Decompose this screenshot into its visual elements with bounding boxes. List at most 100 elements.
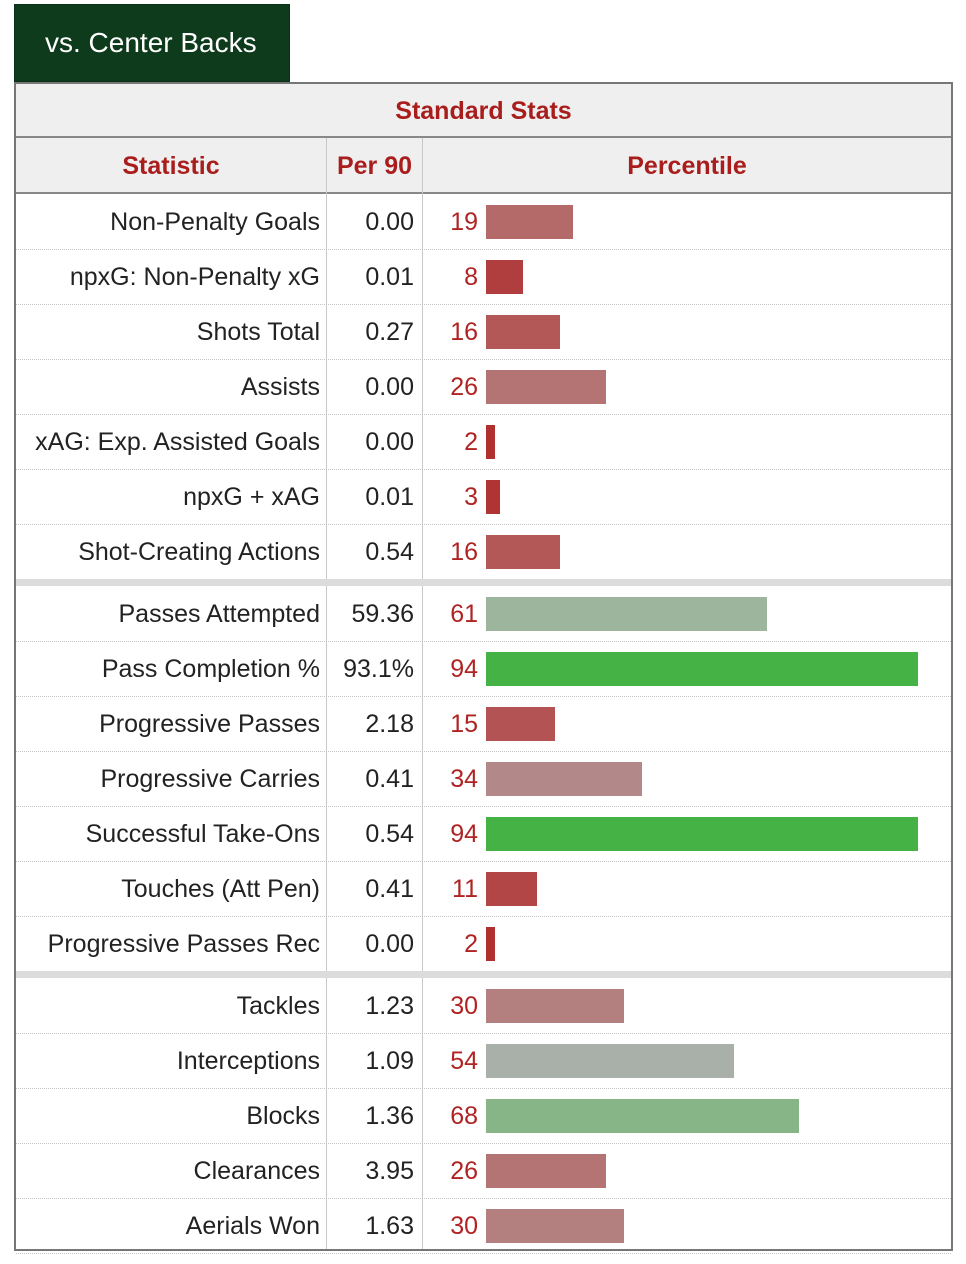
statistic-label: Successful Take-Ons — [85, 820, 320, 848]
statistic-label: Aerials Won — [185, 1212, 320, 1240]
tab-vs-center-backs[interactable]: vs. Center Backs — [14, 4, 290, 82]
statistic-label: Progressive Passes Rec — [47, 930, 320, 958]
per90-value: 0.00 — [365, 930, 414, 958]
table-row: Touches (Att Pen) 0.41 11 — [16, 862, 951, 917]
column-divider — [326, 138, 327, 1249]
table-row: Clearances 3.95 26 — [16, 1144, 951, 1199]
percentile-bar — [486, 315, 560, 349]
statistic-label: npxG + xAG — [183, 483, 320, 511]
stats-table: Standard Stats Statistic Per 90 Percenti… — [14, 82, 953, 1254]
table-row: xAG: Exp. Assisted Goals 0.00 2 — [16, 415, 951, 470]
statistic-label: npxG: Non-Penalty xG — [69, 263, 320, 291]
column-header-statistic: Statistic — [122, 152, 220, 180]
per90-value: 0.00 — [365, 208, 414, 236]
percentile-bar — [486, 1154, 606, 1188]
percentile-label: 94 — [450, 820, 478, 848]
percentile-bar — [486, 260, 523, 294]
table-row: Assists 0.00 26 — [16, 360, 951, 415]
percentile-label: 61 — [450, 600, 478, 628]
table-row: Successful Take-Ons 0.54 94 — [16, 807, 951, 862]
statistic-label: Shots Total — [196, 318, 320, 346]
per90-value: 59.36 — [351, 600, 414, 628]
statistic-label: Shot-Creating Actions — [78, 538, 320, 566]
percentile-label: 3 — [464, 483, 478, 511]
statistic-label: Assists — [240, 373, 320, 401]
percentile-bar — [486, 597, 767, 631]
percentile-label: 8 — [464, 263, 478, 291]
table-row: Tackles 1.23 30 — [16, 979, 951, 1034]
per90-value: 93.1% — [343, 655, 414, 683]
column-divider — [422, 138, 423, 1249]
statistic-label: Clearances — [193, 1157, 320, 1185]
statistic-label: Touches (Att Pen) — [121, 875, 320, 903]
table-row: npxG + xAG 0.01 3 — [16, 470, 951, 525]
percentile-label: 34 — [450, 765, 478, 793]
percentile-label: 2 — [464, 428, 478, 456]
percentile-label: 94 — [450, 655, 478, 683]
statistic-label: Progressive Carries — [100, 765, 320, 793]
percentile-bar — [486, 707, 555, 741]
table-row: Interceptions 1.09 54 — [16, 1034, 951, 1089]
percentile-bar — [486, 817, 918, 851]
percentile-bar — [486, 652, 918, 686]
table-row: Blocks 1.36 68 — [16, 1089, 951, 1144]
per90-value: 1.63 — [365, 1212, 414, 1240]
percentile-label: 2 — [464, 930, 478, 958]
per90-value: 0.00 — [365, 428, 414, 456]
per90-value: 0.41 — [365, 875, 414, 903]
table-row: Progressive Passes 2.18 15 — [16, 697, 951, 752]
table-title: Standard Stats — [16, 84, 951, 138]
table-row: Passes Attempted 59.36 61 — [16, 587, 951, 642]
statistic-label: Progressive Passes — [99, 710, 320, 738]
percentile-bar — [486, 927, 495, 961]
percentile-bar — [486, 425, 495, 459]
table-row: Aerials Won 1.63 30 — [16, 1199, 951, 1254]
percentile-bar — [486, 480, 500, 514]
per90-value: 2.18 — [365, 710, 414, 738]
percentile-label: 26 — [450, 1157, 478, 1185]
statistic-label: xAG: Exp. Assisted Goals — [35, 428, 320, 456]
percentile-bar — [486, 1099, 799, 1133]
column-header-percentile: Percentile — [627, 152, 747, 180]
per90-value: 0.01 — [365, 263, 414, 291]
percentile-label: 16 — [450, 318, 478, 346]
percentile-label: 16 — [450, 538, 478, 566]
percentile-bar — [486, 1209, 624, 1243]
per90-value: 0.54 — [365, 820, 414, 848]
percentile-label: 54 — [450, 1047, 478, 1075]
percentile-bar — [486, 1044, 734, 1078]
percentile-label: 30 — [450, 992, 478, 1020]
per90-value: 1.09 — [365, 1047, 414, 1075]
column-header-row: Statistic Per 90 Percentile — [16, 138, 951, 194]
table-row: Progressive Passes Rec 0.00 2 — [16, 917, 951, 972]
table-row: Progressive Carries 0.41 34 — [16, 752, 951, 807]
per90-value: 0.54 — [365, 538, 414, 566]
per90-value: 0.00 — [365, 373, 414, 401]
percentile-bar — [486, 370, 606, 404]
percentile-bar — [486, 762, 642, 796]
table-row: Pass Completion % 93.1% 94 — [16, 642, 951, 697]
percentile-label: 30 — [450, 1212, 478, 1240]
statistic-label: Passes Attempted — [118, 600, 320, 628]
per90-value: 1.36 — [365, 1102, 414, 1130]
table-row: npxG: Non-Penalty xG 0.01 8 — [16, 250, 951, 305]
per90-value: 1.23 — [365, 992, 414, 1020]
percentile-label: 19 — [450, 208, 478, 236]
statistic-label: Tackles — [236, 992, 320, 1020]
table-row: Non-Penalty Goals 0.00 19 — [16, 195, 951, 250]
percentile-label: 26 — [450, 373, 478, 401]
statistic-label: Interceptions — [176, 1047, 320, 1075]
percentile-bar — [486, 205, 573, 239]
column-header-per90: Per 90 — [336, 152, 413, 180]
statistic-label: Blocks — [246, 1102, 320, 1130]
percentile-bar — [486, 989, 624, 1023]
percentile-bar — [486, 872, 537, 906]
statistic-label: Pass Completion % — [101, 655, 320, 683]
per90-value: 0.27 — [365, 318, 414, 346]
percentile-label: 15 — [450, 710, 478, 738]
per90-value: 0.41 — [365, 765, 414, 793]
table-row: Shots Total 0.27 16 — [16, 305, 951, 360]
percentile-label: 11 — [452, 875, 478, 903]
table-row: Shot-Creating Actions 0.54 16 — [16, 525, 951, 580]
group-separator — [16, 971, 951, 978]
